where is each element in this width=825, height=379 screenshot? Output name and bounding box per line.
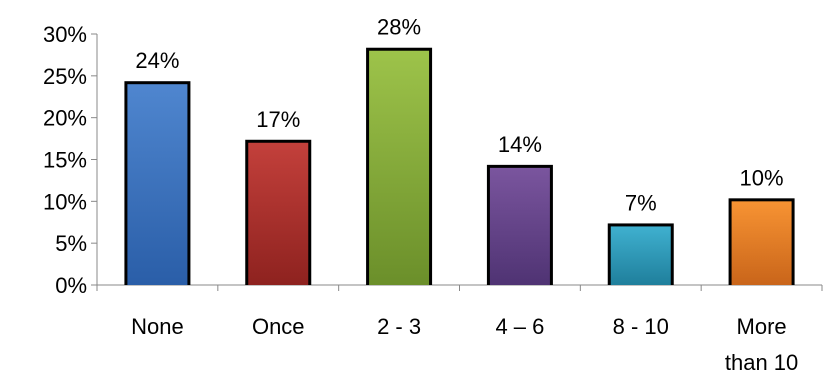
data-label: 14%	[498, 132, 542, 157]
x-axis: None Once 2 - 3 4 – 6 8 - 10 More than 10	[96, 284, 823, 375]
bar	[127, 84, 188, 285]
y-tick-label: 20%	[43, 106, 87, 131]
bar	[610, 226, 671, 285]
bar	[731, 201, 792, 285]
y-tick-label: 30%	[43, 22, 87, 47]
y-tick-label: 5%	[55, 231, 87, 256]
bars	[124, 47, 795, 285]
data-label: 10%	[740, 165, 784, 190]
x-tick-label: 8 - 10	[613, 314, 669, 339]
x-tick-label: Once	[252, 314, 305, 339]
data-label: 7%	[625, 190, 657, 215]
bar	[369, 50, 430, 285]
x-tick-label: More than 10	[725, 314, 798, 375]
bar	[248, 142, 309, 285]
x-tick-label: 2 - 3	[377, 314, 421, 339]
y-tick-label: 25%	[43, 64, 87, 89]
data-labels: 24% 17% 28% 14% 7% 10%	[135, 15, 783, 216]
y-axis: 0% 5% 10% 15% 20% 25% 30%	[43, 22, 98, 298]
y-tick-label: 10%	[43, 189, 87, 214]
x-tick-label: None	[131, 314, 184, 339]
data-label: 28%	[377, 15, 421, 40]
data-label: 24%	[135, 48, 179, 73]
data-label: 17%	[256, 107, 300, 132]
bar	[489, 167, 550, 285]
y-tick-label: 0%	[55, 273, 87, 298]
x-tick-label: 4 – 6	[495, 314, 544, 339]
y-tick-label: 15%	[43, 148, 87, 173]
